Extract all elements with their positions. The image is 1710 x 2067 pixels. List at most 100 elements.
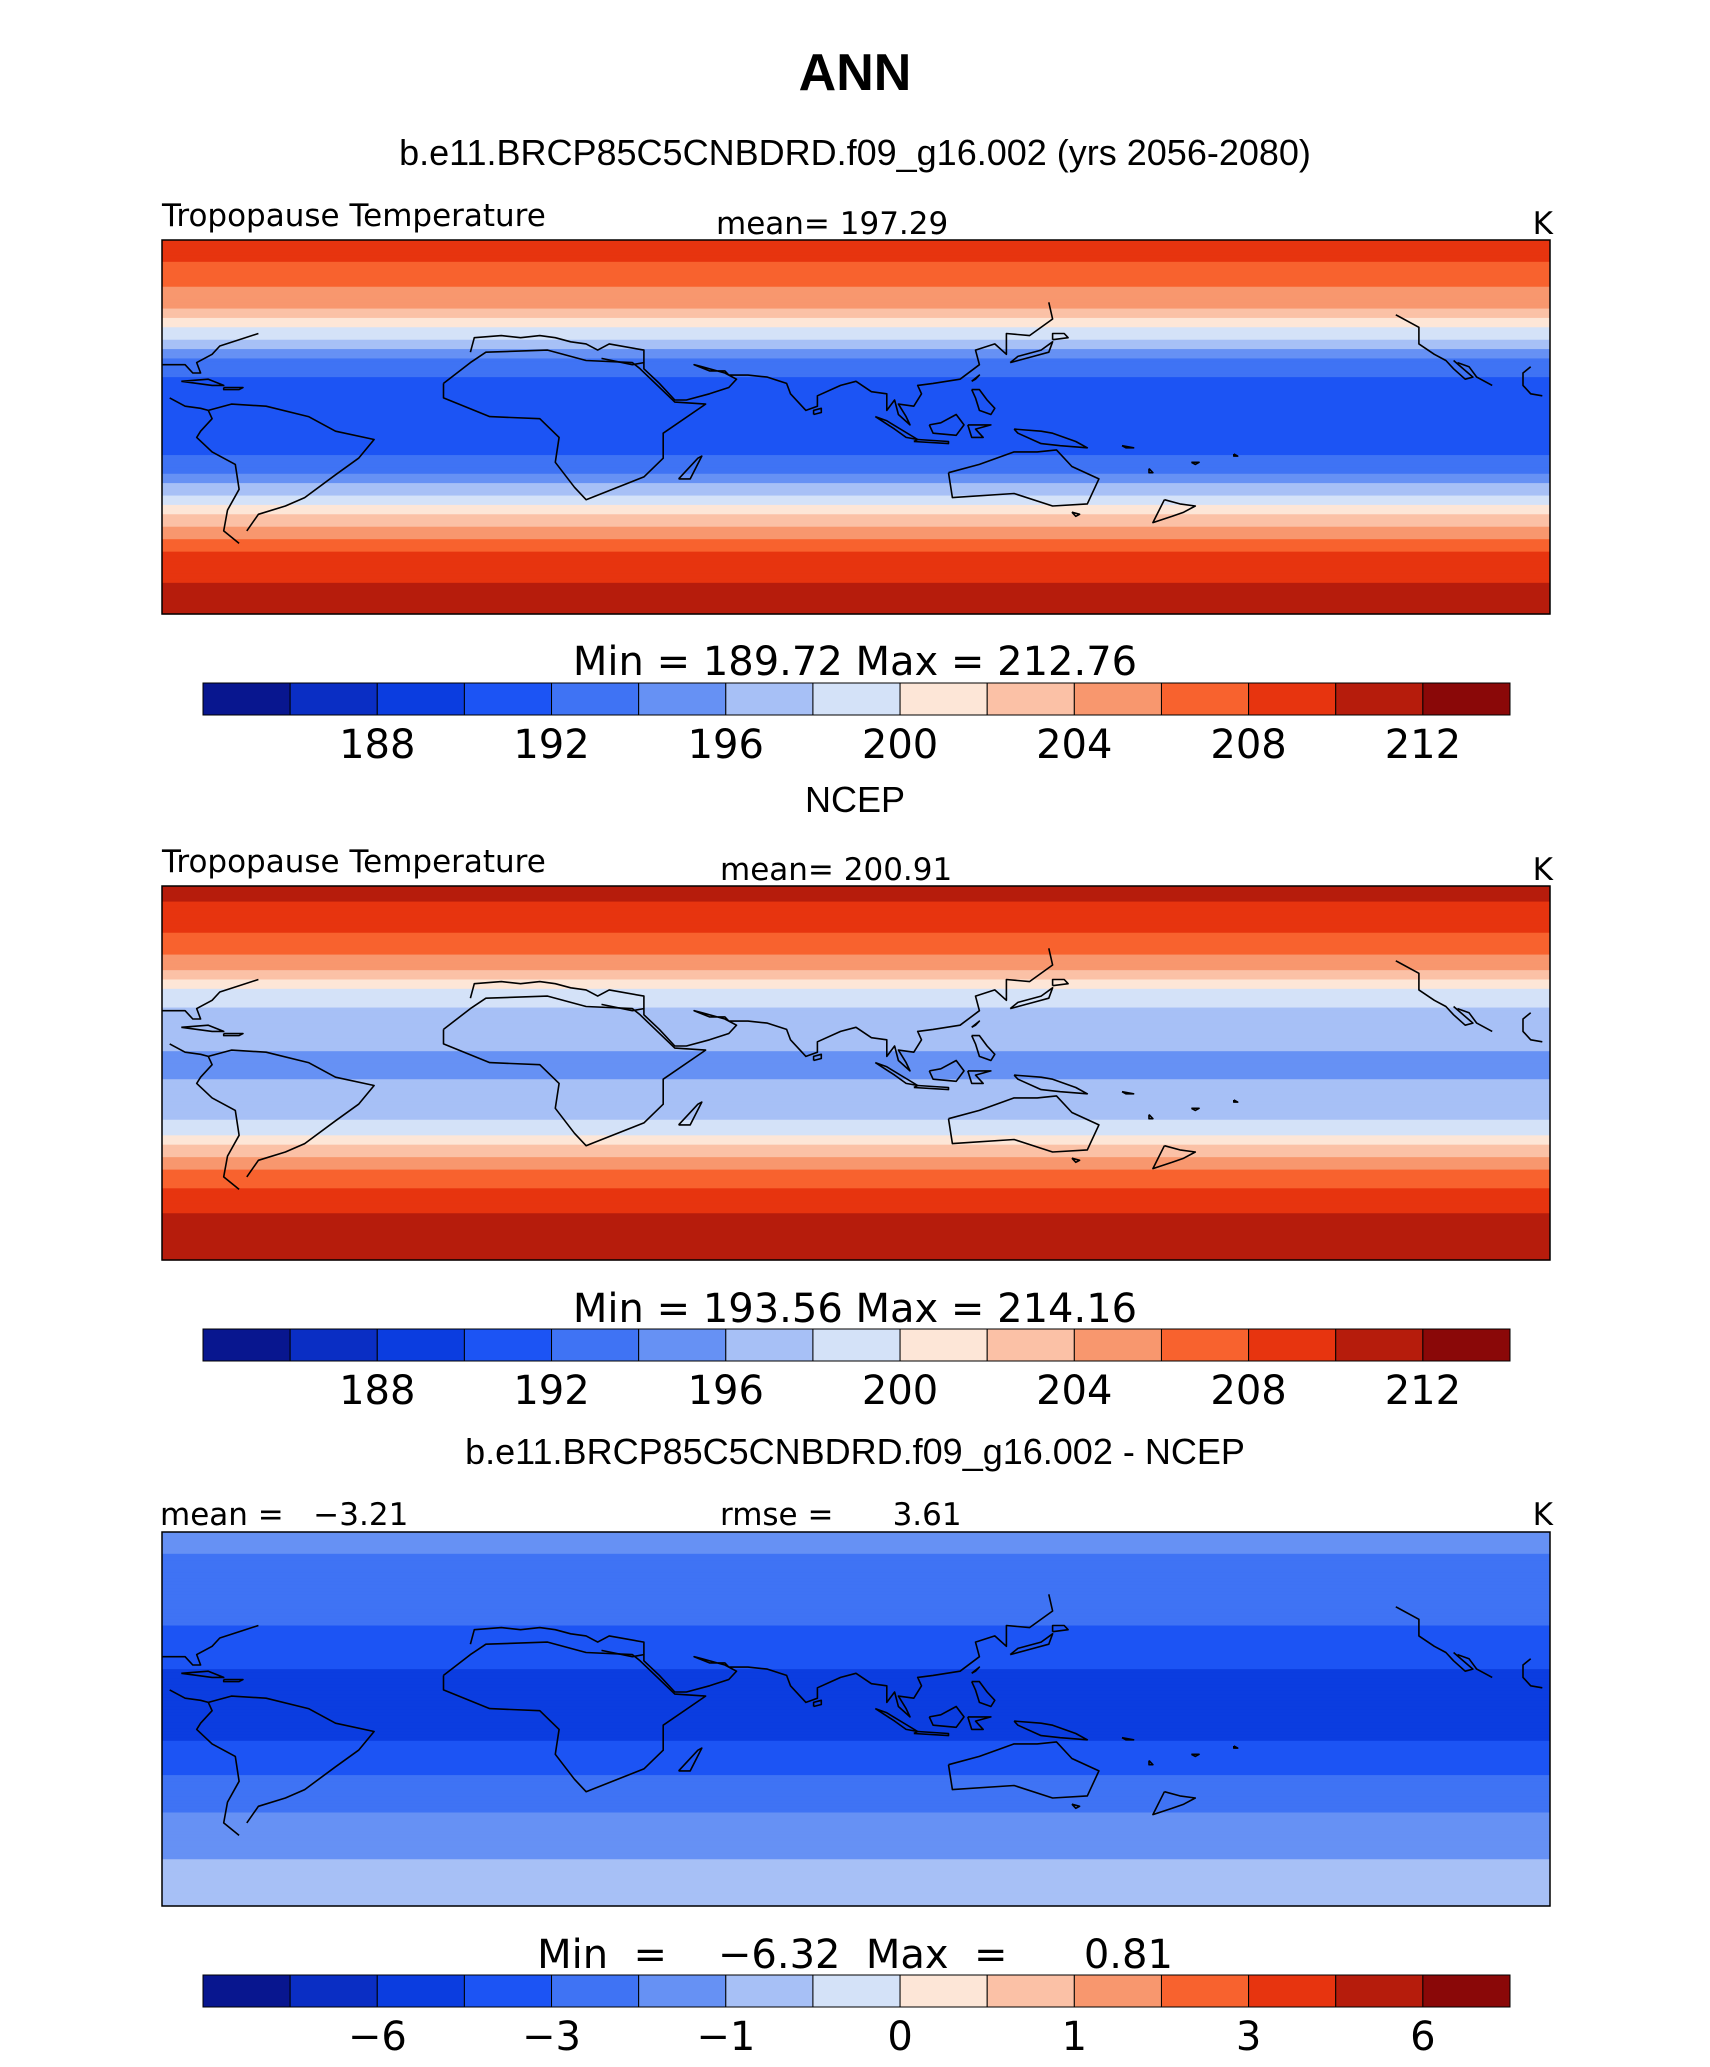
coastline [1121,1090,1135,1095]
colorbar-box [1160,1974,1250,2008]
coastline [1191,1753,1200,1758]
coastline [1148,468,1154,474]
coastline [1009,341,1054,364]
coastline [643,302,1054,426]
coastline [195,1702,240,1837]
field-band [162,545,1550,550]
field-band [162,1125,1550,1130]
coastline [181,1670,225,1679]
coastline [469,980,645,1012]
field-band [162,358,1550,363]
field-band [162,967,1550,971]
coastline [874,415,919,441]
coastline [643,948,1054,1072]
colorbar-box [986,1974,1075,2008]
field-band [162,455,1550,459]
field-band [162,1737,1550,1742]
field-band [162,601,1550,606]
field-band [162,1603,1550,1608]
rmse-label: rmse = 3.61 [720,1497,962,1533]
field-band [162,402,1550,406]
field-band [162,1144,1550,1149]
field-band [162,1824,1550,1829]
field-band [162,311,1550,316]
field-band [162,1709,1550,1714]
coastline [1457,1653,1493,1679]
field-band [162,570,1550,575]
field-band [162,1073,1550,1077]
field-band [162,1575,1550,1580]
field-band [162,1588,1550,1592]
field-band [162,1141,1550,1146]
field-band [162,1104,1550,1108]
field-band [162,1644,1550,1648]
coastline [1148,1114,1154,1120]
field-band [162,264,1550,269]
colorbar-box [202,1974,291,2008]
coastline [208,1695,375,1824]
coastline [971,374,981,383]
panel-model: b.e11.BRCP85C5CNBDRD.f09_g16.002 (yrs 20… [161,132,1554,768]
colorbar-tick-label: 3 [1236,2014,1261,2060]
coastline [812,1699,823,1708]
coastline [1013,428,1089,449]
field-band [162,1107,1550,1111]
field-band [162,255,1550,260]
field-band [162,892,1550,896]
field-band [162,514,1550,518]
field-band [162,970,1550,974]
units-label: K [1533,1497,1554,1533]
field-band [162,427,1550,431]
field-band [162,1038,1550,1043]
field-band [162,1600,1550,1605]
field-band [162,1166,1550,1171]
field-band [162,1747,1550,1751]
colorbar-tick-label: −6 [348,2014,407,2060]
field-band [162,1160,1550,1164]
field-band [162,383,1550,388]
coastline [967,1716,992,1731]
field-band [162,458,1550,462]
coastline [208,1049,375,1178]
field-band [162,1097,1550,1102]
field-band [162,479,1550,484]
field-band [162,910,1550,915]
field-band [162,592,1550,596]
field-band [162,960,1550,965]
field-band [162,1010,1550,1015]
field-band [162,1247,1550,1252]
coastline [208,403,375,532]
field-band [162,1172,1550,1177]
colorbar-box [899,1328,988,1362]
field-band [162,1051,1550,1055]
field-band [162,886,1550,890]
field-band [162,589,1550,593]
field-band [162,240,1550,244]
coastline [1009,987,1054,1010]
coastline [1152,1144,1197,1170]
colorbar-box [1335,1328,1424,1362]
field-band [162,548,1550,553]
field-band [162,1800,1550,1804]
coastline [469,1626,645,1658]
field-band [162,243,1550,247]
field-band [162,935,1550,940]
field-band [162,395,1550,400]
field-band [162,520,1550,525]
coastline [442,349,707,501]
field-band [162,1157,1550,1161]
field-band [162,1669,1550,1673]
coastline [1457,361,1493,387]
colorbar-tick-label: 212 [1385,1368,1461,1414]
field-band [162,321,1550,325]
field-band [162,1085,1550,1090]
field-band [162,370,1550,375]
field-band [162,564,1550,568]
coastline [162,1624,1543,1704]
field-band [162,539,1550,543]
field-band [162,929,1550,934]
field-band [162,1625,1550,1630]
field-band [162,355,1550,360]
field-band [162,504,1550,509]
field-band [162,1091,1550,1096]
